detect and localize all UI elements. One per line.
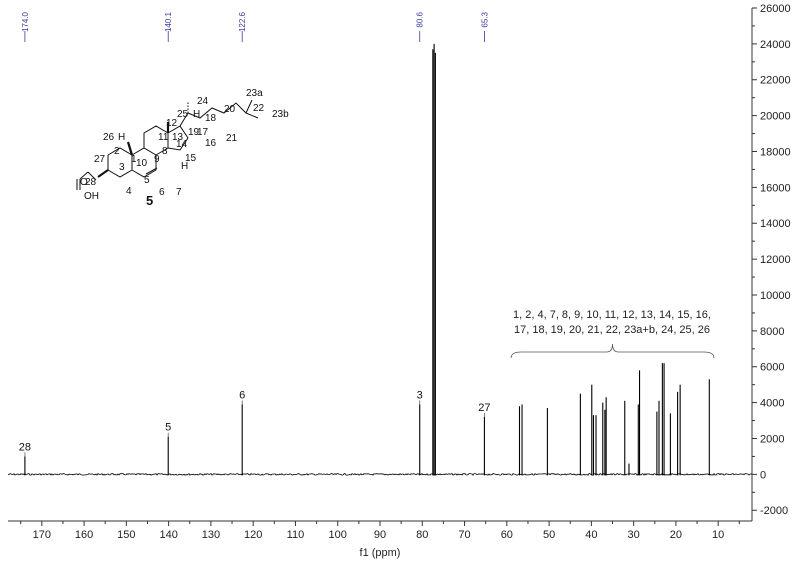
x-tick-label: 140 (159, 529, 177, 541)
atom-label: 13 (172, 132, 184, 143)
atom-label: 17 (197, 127, 209, 138)
group-bracket (510, 343, 715, 359)
x-tick-label: 20 (670, 529, 682, 541)
atom-label: 7 (176, 187, 182, 198)
y-tick-label: 4000 (760, 398, 784, 410)
y-tick-label: -2000 (760, 505, 788, 517)
atom-label: 5 (144, 175, 150, 186)
atom-label: 12 (166, 118, 178, 129)
x-axis-label: f1 (ppm) (360, 547, 401, 559)
y-tick-label: 20000 (760, 111, 791, 123)
atom-label: 10 (136, 158, 148, 169)
atom-label: 24 (197, 96, 209, 107)
atom-label: 11 (158, 132, 169, 143)
y-tick-label: 16000 (760, 182, 791, 194)
atom-label: 25 (177, 109, 189, 120)
spectrum-baseline (7, 472, 753, 476)
peak-assignment-label: 28 (19, 441, 31, 453)
y-tick-label: 6000 (760, 362, 784, 374)
y-tick-label: 24000 (760, 39, 791, 51)
spectrum (7, 43, 753, 476)
top-shift-label: 65.3 (480, 11, 489, 27)
atom-label: 28 (85, 177, 97, 188)
atom-label: O (80, 177, 88, 188)
y-tick-label: 10000 (760, 290, 791, 302)
group-annotation-line2: 17, 18, 19, 20, 21, 22, 23a+b, 24, 25, 2… (514, 324, 710, 336)
atom-label: 21 (226, 133, 238, 144)
peak-assignment-label: 27 (478, 402, 490, 414)
x-tick-label: 40 (585, 529, 597, 541)
top-shift-label: 80.6 (416, 11, 425, 27)
atom-label: 2 (114, 146, 120, 157)
atom-label: H (181, 161, 188, 172)
y-tick-label: 26000 (760, 3, 791, 15)
x-tick-label: 160 (75, 529, 93, 541)
compound-number: 5 (146, 193, 153, 208)
x-tick-label: 150 (117, 529, 135, 541)
atom-label: 23a (246, 88, 263, 99)
y-tick-label: 22000 (760, 75, 791, 87)
x-tick-label: 50 (543, 529, 555, 541)
group-annotation: 1, 2, 4, 7, 8, 9, 10, 11, 12, 13, 14, 15… (510, 309, 715, 359)
atom-label: 6 (159, 187, 165, 198)
atom-label: 20 (224, 104, 236, 115)
top-shift-label: 174.0 (21, 11, 30, 32)
x-tick-label: 10 (712, 529, 724, 541)
y-tick-label: 0 (760, 469, 766, 481)
y-tick-label: 18000 (760, 146, 791, 158)
x-tick-label: 70 (458, 529, 470, 541)
atom-label: 15 (185, 153, 197, 164)
atom-label: 19 (188, 127, 200, 138)
group-annotation-line1: 1, 2, 4, 7, 8, 9, 10, 11, 12, 13, 14, 15… (513, 309, 711, 321)
x-tick-label: 120 (244, 529, 262, 541)
atom-label: 26 (103, 132, 115, 143)
top-shift-label: 122.6 (238, 11, 247, 32)
molecular-structure (76, 99, 259, 190)
top-shift-label: 140.1 (164, 11, 173, 32)
atom-label: 18 (205, 113, 217, 124)
peak-assignment-label: 5 (165, 422, 171, 434)
peak-assignment-label: 3 (417, 389, 423, 401)
x-tick-label: 100 (329, 529, 347, 541)
atom-label: 22 (253, 103, 265, 114)
atom-label: 9 (154, 154, 160, 165)
atom-label: H (193, 109, 200, 120)
atom-label: 8 (162, 146, 168, 157)
x-tick-label: 30 (628, 529, 640, 541)
x-tick-label: 130 (202, 529, 220, 541)
axes: 170 160 150 140 130 120 110 100 90 80 70 60 50 40 30 20… (8, 3, 791, 541)
y-tick-label: 2000 (760, 433, 784, 445)
x-tick-label: 60 (501, 529, 513, 541)
y-tick-label: 14000 (760, 218, 791, 230)
atom-label: 1 (131, 154, 137, 165)
atom-label: 16 (205, 138, 217, 149)
peak-assignment-label: 6 (239, 389, 245, 401)
y-tick-label: 8000 (760, 326, 784, 338)
x-tick-label: 110 (287, 529, 305, 541)
x-tick-label: 170 (33, 529, 51, 541)
x-tick-label: 90 (374, 529, 386, 541)
atom-label: 23b (272, 109, 289, 120)
atom-label: 27 (94, 154, 106, 165)
atom-label: 3 (119, 162, 125, 173)
x-tick-label: 80 (416, 529, 428, 541)
atom-label: 4 (126, 186, 132, 197)
y-tick-label: 12000 (760, 254, 791, 266)
atom-label: OH (84, 191, 99, 202)
atom-label: 14 (176, 139, 188, 150)
atom-label: H (118, 132, 125, 143)
